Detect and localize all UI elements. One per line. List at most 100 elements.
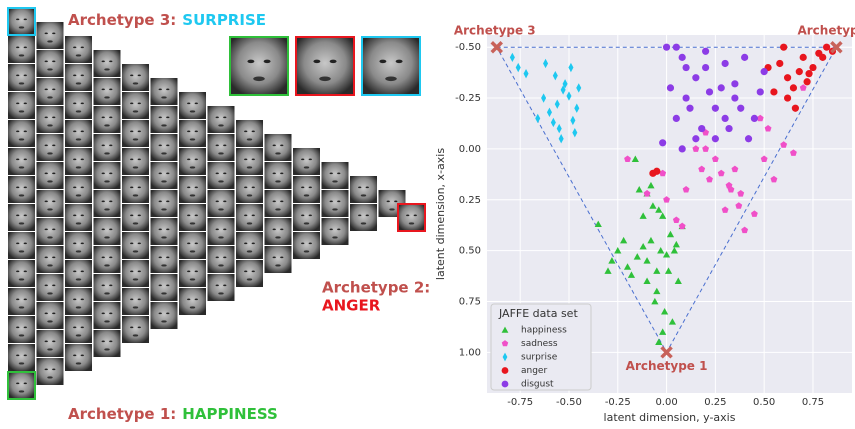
face-feature — [138, 159, 141, 161]
archetype-annotation: Archetype 3 — [454, 24, 536, 38]
face-feature — [159, 117, 162, 119]
face-tile — [179, 260, 206, 287]
face-tile — [151, 302, 178, 329]
face-tile — [151, 274, 178, 301]
face-feature — [195, 243, 198, 245]
data-point — [784, 74, 791, 81]
archetype-1-label: Archetype 1:HAPPINESS — [68, 405, 278, 423]
face-feature — [104, 208, 109, 210]
face-feature — [187, 187, 190, 189]
face-tile — [151, 134, 178, 161]
face-feature — [24, 103, 27, 105]
face-feature — [47, 264, 52, 266]
face-feature — [24, 383, 27, 385]
face-feature — [166, 285, 169, 287]
data-point — [706, 88, 713, 95]
face-tile — [293, 148, 320, 175]
face-feature — [190, 278, 195, 280]
face-feature — [385, 76, 397, 81]
label-emotion: SURPRISE — [182, 11, 266, 29]
face-tile — [265, 246, 292, 273]
face-feature — [52, 313, 55, 315]
face-feature — [309, 215, 312, 217]
face-tile — [151, 218, 178, 245]
face-feature — [161, 236, 166, 238]
label-prefix: Archetype 3: — [68, 11, 176, 29]
face-feature — [45, 117, 48, 119]
face-feature — [73, 103, 76, 105]
face-feature — [16, 243, 19, 245]
face-feature — [73, 75, 76, 77]
face-tile — [293, 176, 320, 203]
face-feature — [273, 229, 276, 231]
data-point — [679, 145, 686, 152]
face-feature — [16, 383, 19, 385]
face-tile — [122, 288, 149, 315]
face-feature — [45, 61, 48, 63]
face-feature — [76, 194, 81, 196]
face-tile — [65, 36, 92, 63]
face-feature — [81, 271, 84, 273]
face-tile — [94, 190, 121, 217]
face-feature — [166, 89, 169, 91]
face-tile — [37, 330, 64, 357]
face-feature — [73, 271, 76, 273]
face-feature — [19, 138, 24, 140]
face-feature — [133, 138, 138, 140]
legend-marker — [502, 381, 509, 388]
face-feature — [190, 110, 195, 112]
face-tile — [37, 134, 64, 161]
face-feature — [16, 103, 19, 105]
face-feature — [223, 173, 226, 175]
face-feature — [244, 187, 247, 189]
face-feature — [109, 285, 112, 287]
face-feature — [195, 215, 198, 217]
face-feature — [195, 271, 198, 273]
face-feature — [161, 96, 166, 98]
face-tile — [179, 148, 206, 175]
face-tile — [65, 176, 92, 203]
face-feature — [218, 152, 223, 154]
face-tile — [362, 37, 420, 95]
face-feature — [76, 222, 81, 224]
face-feature — [52, 117, 55, 119]
face-feature — [358, 215, 361, 217]
face-tile — [8, 344, 35, 371]
face-tile — [265, 134, 292, 161]
face-tile — [265, 218, 292, 245]
face-feature — [52, 229, 55, 231]
data-point — [653, 168, 660, 175]
y-tick-label: 0.00 — [459, 144, 481, 155]
data-point — [682, 94, 689, 101]
face-feature — [104, 320, 109, 322]
face-feature — [216, 257, 219, 259]
face-feature — [330, 229, 333, 231]
face-feature — [19, 82, 24, 84]
face-tile — [65, 288, 92, 315]
face-feature — [195, 103, 198, 105]
face-feature — [76, 82, 81, 84]
face-feature — [102, 201, 105, 203]
face-feature — [130, 271, 133, 273]
face-feature — [244, 271, 247, 273]
face-feature — [76, 334, 81, 336]
face-feature — [104, 264, 109, 266]
face-feature — [304, 250, 309, 252]
face-feature — [280, 145, 283, 147]
face-feature — [138, 271, 141, 273]
face-feature — [102, 173, 105, 175]
face-feature — [133, 306, 138, 308]
face-feature — [280, 173, 283, 175]
face-feature — [247, 222, 252, 224]
face-feature — [19, 390, 24, 392]
data-point — [805, 70, 812, 77]
face-feature — [166, 229, 169, 231]
face-feature — [52, 369, 55, 371]
face-feature — [244, 215, 247, 217]
face-tile — [122, 148, 149, 175]
face-tile — [151, 78, 178, 105]
face-feature — [19, 222, 24, 224]
face-tile — [122, 232, 149, 259]
scatter-plot: -0.75-0.50-0.250.000.250.500.75-0.50-0.2… — [434, 24, 855, 424]
face-feature — [166, 117, 169, 119]
